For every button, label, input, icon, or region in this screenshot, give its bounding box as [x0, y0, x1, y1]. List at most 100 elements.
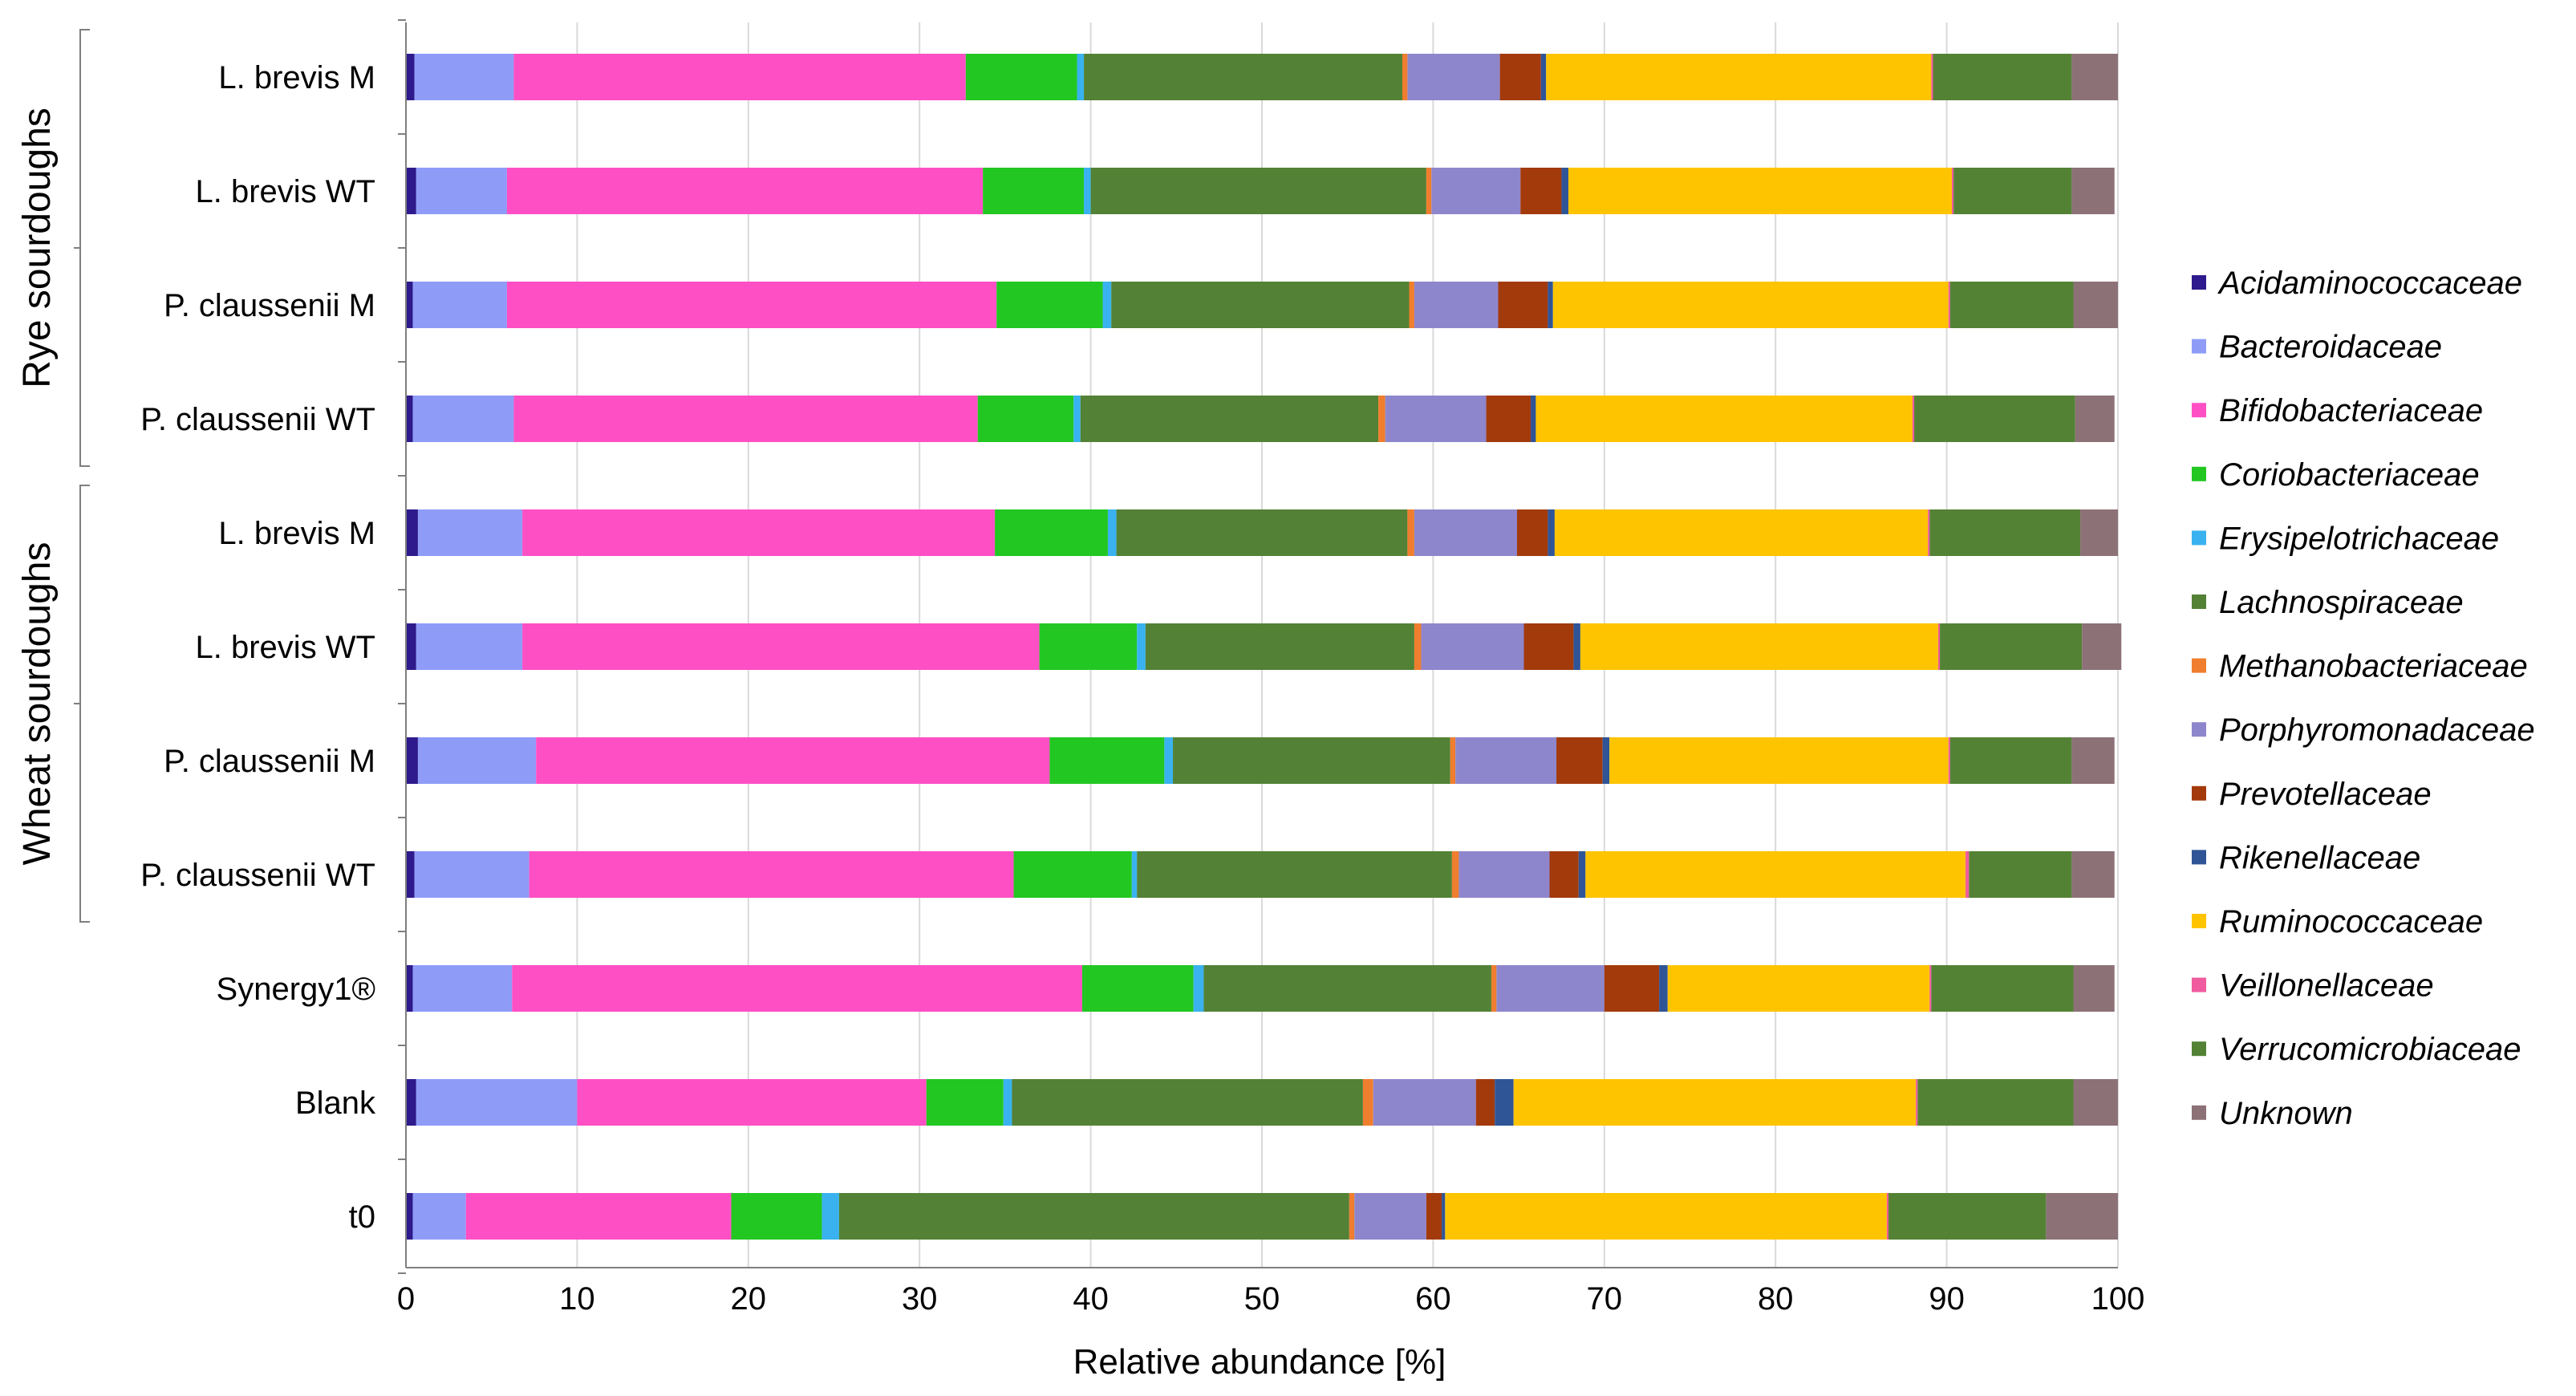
- legend-label: Unknown: [2219, 1096, 2353, 1131]
- legend-label: Methanobacteriaceae: [2219, 649, 2528, 684]
- bar-segment: [1953, 168, 2072, 214]
- legend-swatch: [2192, 403, 2206, 418]
- bar-segment: [926, 1079, 1004, 1126]
- legend-swatch: [2192, 275, 2206, 290]
- bar-segment: [1203, 965, 1491, 1012]
- bar-segment: [1520, 168, 1562, 214]
- bar-segment: [1495, 1079, 1514, 1126]
- bar-segment: [1049, 737, 1165, 784]
- legend-swatch: [2192, 530, 2206, 546]
- bar-segment: [1451, 851, 1459, 898]
- bar-segment: [1928, 509, 1930, 556]
- bar-segment: [1137, 623, 1146, 670]
- legend-label: Rikenellaceae: [2219, 840, 2420, 875]
- bar-segment: [1912, 396, 1915, 442]
- category-label: P. claussenii WT: [140, 402, 375, 437]
- bar-segment: [417, 509, 523, 556]
- bar-segment: [1407, 509, 1414, 556]
- bar-segment: [412, 965, 513, 1012]
- bar-segment: [1917, 1079, 2074, 1126]
- bar-segment: [1090, 168, 1426, 214]
- legend-swatch: [2192, 339, 2206, 354]
- legend-label: Lachnospiraceae: [2219, 585, 2464, 620]
- bar-segment: [1568, 168, 1953, 214]
- bar-segment: [1378, 396, 1385, 442]
- bar-segment: [1916, 1079, 1918, 1126]
- bar-segment: [1039, 623, 1138, 670]
- bar-segment: [412, 1193, 466, 1240]
- category-label: P. claussenii M: [164, 744, 375, 779]
- bar-segment: [1373, 1079, 1476, 1126]
- bar-segment: [536, 737, 1050, 784]
- bar-segment: [1349, 1193, 1355, 1240]
- bar-segment: [1450, 737, 1456, 784]
- x-tick-label: 70: [1587, 1281, 1623, 1317]
- bar-segment: [1498, 282, 1548, 328]
- bar-segment: [513, 54, 966, 100]
- category-label: P. claussenii M: [164, 288, 375, 323]
- bar-segment: [2073, 1079, 2118, 1126]
- legend-label: Prevotellaceae: [2219, 777, 2432, 812]
- legend-label: Ruminococcaceae: [2219, 904, 2483, 939]
- bar-segment: [414, 54, 514, 100]
- x-tick-label: 40: [1073, 1281, 1109, 1317]
- category-label: L. brevis WT: [196, 630, 375, 665]
- bar-segment: [1499, 54, 1541, 100]
- bar-segment: [1969, 851, 2072, 898]
- legend-swatch: [2192, 595, 2206, 609]
- bar-segment: [1003, 1079, 1012, 1126]
- bar-segment: [1458, 851, 1550, 898]
- x-tick-label: 10: [559, 1281, 595, 1317]
- bar-segment: [1549, 851, 1579, 898]
- bar-segment: [1012, 1079, 1363, 1126]
- bar-segment: [1137, 851, 1452, 898]
- legend-label: Acidaminococcaceae: [2217, 266, 2522, 301]
- bar-segment: [1933, 54, 2072, 100]
- bar-segment: [1667, 965, 1930, 1012]
- legend-label: Bacteroidaceae: [2219, 330, 2442, 365]
- bar-segment: [1414, 509, 1517, 556]
- bar-segment: [1496, 965, 1604, 1012]
- legend-label: Porphyromonadaceae: [2219, 712, 2535, 748]
- bar-segment: [1552, 282, 1949, 328]
- category-label: P. claussenii WT: [140, 858, 375, 893]
- bar-segment: [406, 1193, 413, 1240]
- x-axis-title: Relative abundance [%]: [1073, 1342, 1446, 1382]
- x-tick-label: 50: [1244, 1281, 1280, 1317]
- bar-segment: [1414, 282, 1499, 328]
- bar-segment: [513, 396, 978, 442]
- bar-segment: [1609, 737, 1949, 784]
- bar-segment: [1102, 282, 1112, 328]
- bar-segment: [1486, 396, 1531, 442]
- bar-segment: [1548, 282, 1553, 328]
- bar-segment: [1561, 168, 1568, 214]
- bar-segment: [1084, 168, 1091, 214]
- bars: [406, 54, 2122, 1240]
- bar-segment: [406, 623, 416, 670]
- legend-swatch: [2192, 914, 2206, 928]
- legend-label: Coriobacteriaceae: [2219, 457, 2480, 493]
- bar-segment: [1531, 396, 1536, 442]
- legend-label: Verrucomicrobiaceae: [2219, 1032, 2521, 1067]
- bar-segment: [1952, 168, 1954, 214]
- bar-segment: [406, 737, 418, 784]
- bar-segment: [1548, 509, 1555, 556]
- bar-segment: [416, 623, 523, 670]
- bar-segment: [506, 168, 984, 214]
- bar-segment: [1585, 851, 1966, 898]
- bar-segment: [2073, 282, 2118, 328]
- bar-segment: [406, 168, 416, 214]
- bar-segment: [406, 54, 415, 100]
- bar-segment: [731, 1193, 822, 1240]
- bar-segment: [577, 1079, 927, 1126]
- bar-segment: [1421, 623, 1524, 670]
- bar-segment: [1475, 1079, 1495, 1126]
- x-tick-label: 60: [1415, 1281, 1451, 1317]
- bar-segment: [2071, 737, 2115, 784]
- x-tick-label: 100: [2091, 1281, 2145, 1317]
- group-label: Wheat sourdoughs: [16, 542, 59, 866]
- bar-segment: [2075, 396, 2115, 442]
- bar-segment: [1077, 54, 1085, 100]
- bar-segment: [1084, 54, 1402, 100]
